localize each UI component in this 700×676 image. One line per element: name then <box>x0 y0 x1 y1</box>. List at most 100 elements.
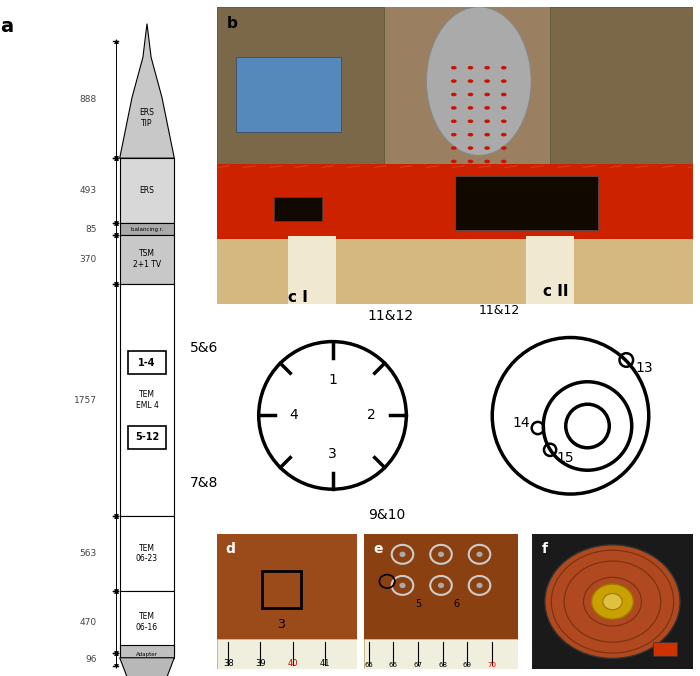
Text: TSM
2+1 TV: TSM 2+1 TV <box>133 249 161 269</box>
Bar <box>120 516 174 591</box>
Text: 39: 39 <box>255 659 266 668</box>
Bar <box>274 197 322 221</box>
Text: e: e <box>373 542 383 556</box>
Bar <box>120 591 174 653</box>
Circle shape <box>501 160 507 163</box>
Circle shape <box>501 133 507 137</box>
Bar <box>217 639 357 669</box>
Text: 65: 65 <box>364 662 373 668</box>
Circle shape <box>451 133 456 137</box>
Bar <box>217 164 693 239</box>
Text: 5-12: 5-12 <box>135 432 159 442</box>
Text: Adapter: Adapter <box>136 652 158 656</box>
Text: 40: 40 <box>288 659 298 668</box>
Text: 563: 563 <box>79 549 97 558</box>
Polygon shape <box>120 658 174 676</box>
Text: 69: 69 <box>463 662 472 668</box>
Text: f: f <box>542 542 547 556</box>
Text: 66: 66 <box>389 662 398 668</box>
Circle shape <box>501 66 507 70</box>
Circle shape <box>484 106 490 110</box>
Circle shape <box>400 583 405 588</box>
Text: 85: 85 <box>85 224 97 234</box>
Circle shape <box>484 66 490 70</box>
Circle shape <box>451 93 456 96</box>
Circle shape <box>603 594 622 610</box>
Text: 470: 470 <box>80 618 97 627</box>
Text: TEM
06-16: TEM 06-16 <box>136 612 158 632</box>
Bar <box>128 426 166 449</box>
Bar <box>288 236 336 304</box>
Bar <box>120 645 174 658</box>
Bar <box>455 176 598 230</box>
Circle shape <box>468 120 473 123</box>
Bar <box>236 57 341 132</box>
Text: 70: 70 <box>487 662 496 668</box>
Text: 1757: 1757 <box>74 395 97 404</box>
Text: 38: 38 <box>223 659 234 668</box>
Text: d: d <box>225 542 235 556</box>
Circle shape <box>451 79 456 83</box>
Text: 14: 14 <box>512 416 530 429</box>
Circle shape <box>468 106 473 110</box>
Text: a: a <box>1 17 13 36</box>
Text: 9&10: 9&10 <box>368 508 405 522</box>
Bar <box>526 236 574 304</box>
Text: 5&6: 5&6 <box>190 341 218 355</box>
Bar <box>217 236 693 304</box>
Text: 6: 6 <box>454 600 459 609</box>
Circle shape <box>501 120 507 123</box>
Bar <box>120 224 174 235</box>
Text: 41: 41 <box>319 659 330 668</box>
Text: c I: c I <box>288 290 307 305</box>
Bar <box>364 639 518 669</box>
Circle shape <box>477 583 482 588</box>
Text: 96: 96 <box>85 655 97 664</box>
Circle shape <box>501 93 507 96</box>
Text: 13: 13 <box>635 361 653 375</box>
Circle shape <box>484 133 490 137</box>
Circle shape <box>451 106 456 110</box>
Bar <box>550 7 693 170</box>
Text: 4: 4 <box>290 408 298 422</box>
Bar <box>217 7 693 170</box>
Circle shape <box>468 79 473 83</box>
Bar <box>120 235 174 284</box>
Text: b: b <box>227 16 237 30</box>
Text: 67: 67 <box>414 662 422 668</box>
Text: 888: 888 <box>79 95 97 104</box>
Bar <box>262 571 301 608</box>
Bar <box>652 642 677 656</box>
Text: balancing r.: balancing r. <box>131 226 163 232</box>
Text: 68: 68 <box>438 662 447 668</box>
Circle shape <box>545 545 680 658</box>
Circle shape <box>451 66 456 70</box>
Text: TEM
EML 4: TEM EML 4 <box>136 390 158 410</box>
Text: 3: 3 <box>328 447 337 461</box>
Circle shape <box>484 79 490 83</box>
Text: ERS: ERS <box>139 187 155 195</box>
Circle shape <box>468 146 473 150</box>
Bar <box>120 284 174 516</box>
Text: 5: 5 <box>415 600 421 609</box>
Circle shape <box>484 160 490 163</box>
Text: ERS
TIP: ERS TIP <box>139 108 155 128</box>
Bar <box>120 158 174 224</box>
Circle shape <box>468 160 473 163</box>
Circle shape <box>468 133 473 137</box>
Polygon shape <box>120 24 174 158</box>
Text: 1: 1 <box>328 373 337 387</box>
Circle shape <box>477 552 482 557</box>
Text: TEM
06-23: TEM 06-23 <box>136 544 158 563</box>
Text: 11&12: 11&12 <box>479 304 520 317</box>
Bar <box>128 351 166 375</box>
Circle shape <box>501 79 507 83</box>
Circle shape <box>468 66 473 70</box>
Circle shape <box>438 552 444 557</box>
Circle shape <box>592 584 634 619</box>
Bar <box>217 7 384 170</box>
Text: 7&8: 7&8 <box>190 476 218 490</box>
Circle shape <box>451 146 456 150</box>
Circle shape <box>501 106 507 110</box>
Text: 370: 370 <box>79 255 97 264</box>
